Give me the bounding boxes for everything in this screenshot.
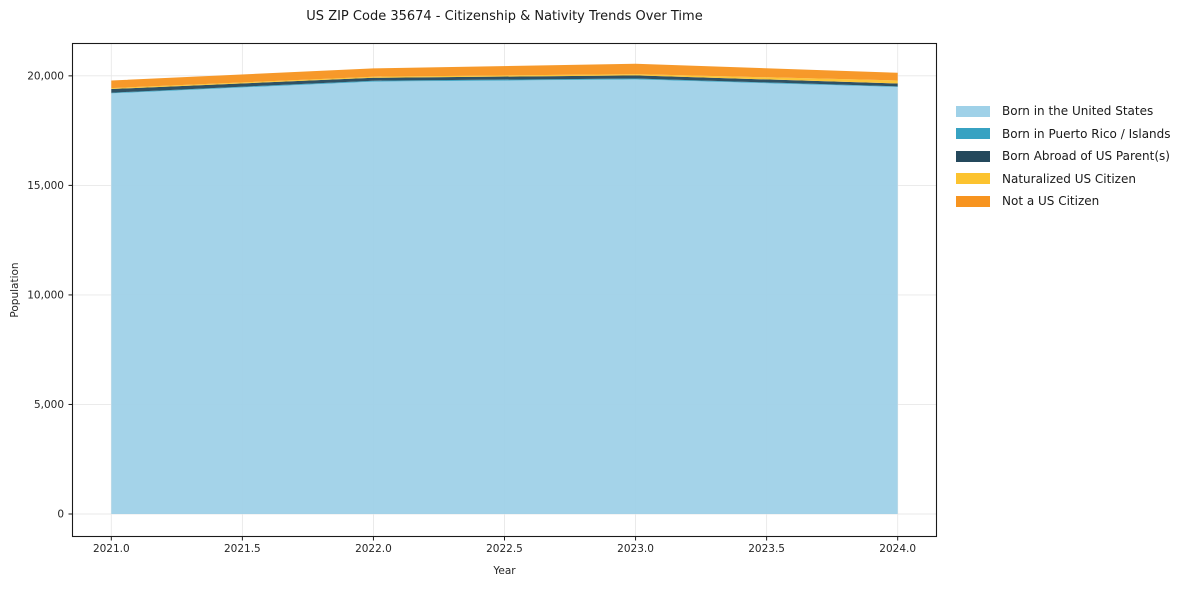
legend-label: Naturalized US Citizen bbox=[1002, 171, 1136, 186]
y-tick-label: 0 bbox=[57, 508, 64, 520]
x-tick-label: 2022.5 bbox=[486, 543, 523, 555]
y-tick-label: 20,000 bbox=[27, 70, 64, 82]
x-axis-label: Year bbox=[493, 565, 516, 577]
legend-item: Born in Puerto Rico / Islands bbox=[956, 126, 1171, 141]
x-tick-label: 2021.0 bbox=[93, 543, 130, 555]
area-series-not-a-us-citizen bbox=[111, 63, 898, 89]
legend-item: Born in the United States bbox=[956, 104, 1171, 118]
y-tick-label: 5,000 bbox=[34, 399, 64, 411]
area-series-born-abroad-of-us-parent-s- bbox=[111, 75, 898, 93]
area-series-born-in-puerto-rico-islands bbox=[111, 78, 898, 94]
legend-swatch bbox=[956, 195, 990, 207]
legend-swatch bbox=[956, 150, 990, 162]
area-series-naturalized-us-citizen bbox=[111, 74, 898, 89]
x-tick-label: 2024.0 bbox=[879, 543, 916, 555]
chart-title: US ZIP Code 35674 - Citizenship & Nativi… bbox=[306, 9, 703, 24]
legend-label: Born Abroad of US Parent(s) bbox=[1002, 149, 1170, 163]
y-tick-label: 15,000 bbox=[27, 180, 64, 192]
legend-swatch bbox=[956, 128, 990, 139]
legend-item: Born Abroad of US Parent(s) bbox=[956, 149, 1171, 163]
y-axis-label: Population bbox=[9, 262, 21, 318]
legend-label: Born in Puerto Rico / Islands bbox=[1002, 126, 1171, 141]
x-tick-label: 2022.0 bbox=[355, 543, 392, 555]
legend-label: Not a US Citizen bbox=[1002, 194, 1100, 208]
legend-swatch bbox=[956, 105, 990, 117]
x-tick-label: 2023.5 bbox=[748, 543, 785, 555]
legend-item: Not a US Citizen bbox=[956, 194, 1171, 208]
legend-swatch bbox=[956, 173, 990, 184]
legend-label: Born in the United States bbox=[1002, 104, 1154, 118]
x-tick-label: 2023.0 bbox=[617, 543, 654, 555]
area-series-born-in-the-united-states bbox=[111, 79, 898, 515]
x-tick-label: 2021.5 bbox=[224, 543, 261, 555]
legend: Born in the United States Born in Puerto … bbox=[956, 104, 1171, 208]
y-tick-label: 10,000 bbox=[27, 289, 64, 301]
plot-border bbox=[71, 42, 938, 538]
legend-item: Naturalized US Citizen bbox=[956, 171, 1171, 186]
